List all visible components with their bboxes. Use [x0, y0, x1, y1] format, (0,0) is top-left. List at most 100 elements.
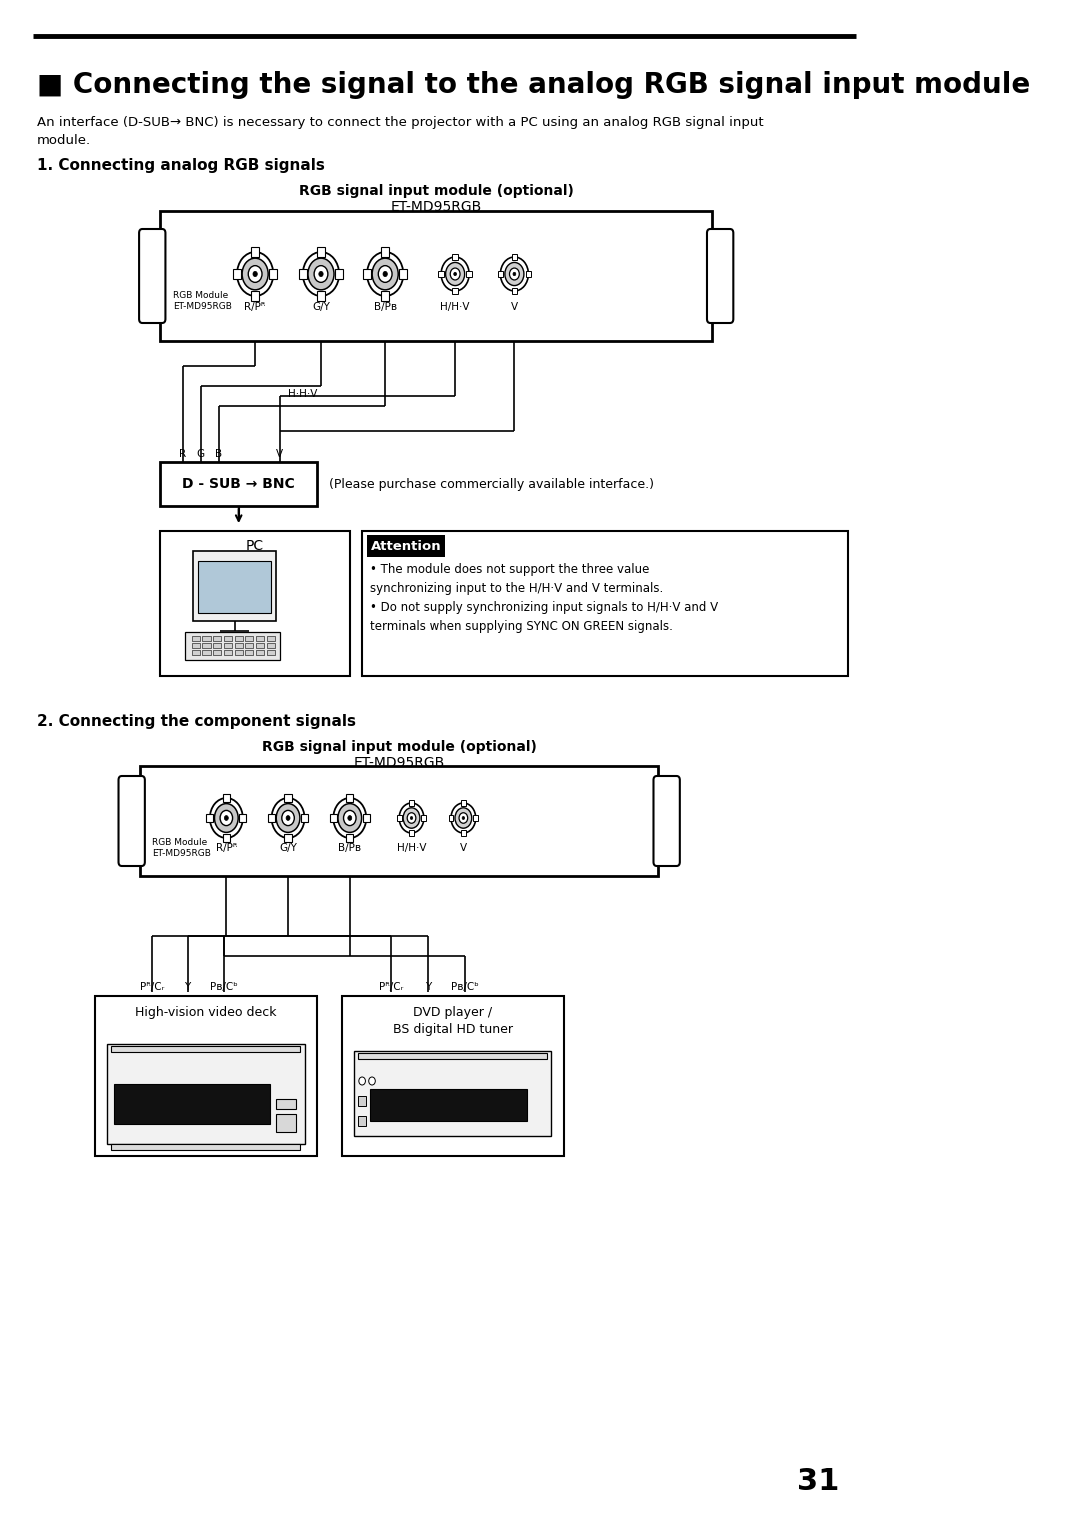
Circle shape: [210, 798, 243, 838]
Bar: [107, 1044, 305, 1144]
Circle shape: [367, 252, 403, 296]
Circle shape: [459, 813, 468, 823]
Circle shape: [359, 1077, 365, 1085]
Text: 1. Connecting analog RGB signals: 1. Connecting analog RGB signals: [37, 159, 325, 172]
Text: G/Y: G/Y: [279, 842, 297, 853]
Bar: [275, 1099, 296, 1109]
Text: RGB signal input module (optional): RGB signal input module (optional): [299, 185, 573, 198]
Bar: [512, 253, 517, 261]
Text: Y: Y: [185, 983, 191, 992]
Circle shape: [215, 804, 239, 832]
Bar: [421, 815, 427, 821]
Text: • The module does not support the three value: • The module does not support the three …: [370, 563, 650, 575]
Text: synchronizing input to the H/H·V and V terminals.: synchronizing input to the H/H·V and V t…: [370, 581, 663, 595]
Circle shape: [271, 798, 305, 838]
Bar: [335, 269, 343, 279]
Circle shape: [253, 272, 257, 276]
Bar: [192, 642, 200, 649]
Circle shape: [454, 272, 457, 276]
Text: B: B: [215, 449, 222, 459]
Circle shape: [282, 810, 295, 826]
Text: Pʙ/Cᵇ: Pʙ/Cᵇ: [451, 983, 478, 992]
Bar: [245, 636, 254, 641]
Text: High-vision video deck: High-vision video deck: [135, 1006, 276, 1019]
Circle shape: [368, 1077, 376, 1085]
Bar: [234, 650, 243, 655]
Circle shape: [276, 804, 300, 832]
Bar: [213, 642, 221, 649]
Bar: [275, 1114, 296, 1132]
Text: V: V: [276, 449, 283, 459]
Circle shape: [225, 815, 228, 821]
Text: RGB signal input module (optional): RGB signal input module (optional): [261, 740, 537, 754]
Bar: [357, 1053, 548, 1059]
Circle shape: [441, 256, 469, 291]
Text: B/Pʙ: B/Pʙ: [338, 842, 362, 853]
Circle shape: [220, 810, 232, 826]
Bar: [341, 996, 564, 1157]
Circle shape: [373, 258, 399, 290]
Bar: [233, 269, 241, 279]
Bar: [461, 800, 465, 806]
Bar: [224, 642, 232, 649]
Circle shape: [451, 803, 475, 833]
Bar: [245, 650, 254, 655]
Bar: [363, 269, 372, 279]
Text: D - SUB → BNC: D - SUB → BNC: [183, 478, 295, 491]
Bar: [202, 636, 211, 641]
Circle shape: [407, 813, 416, 823]
Text: RGB Module
ET-MD95RGB: RGB Module ET-MD95RGB: [152, 838, 211, 858]
Bar: [396, 815, 402, 821]
Bar: [354, 1051, 552, 1135]
Circle shape: [510, 269, 519, 279]
Bar: [301, 813, 308, 823]
Bar: [347, 833, 353, 842]
Bar: [252, 291, 259, 301]
Bar: [267, 642, 275, 649]
Bar: [512, 287, 517, 295]
Circle shape: [450, 269, 460, 279]
Circle shape: [410, 816, 413, 819]
Circle shape: [302, 252, 339, 296]
Bar: [363, 813, 369, 823]
Bar: [357, 1096, 366, 1106]
Bar: [256, 650, 265, 655]
Circle shape: [308, 258, 334, 290]
Circle shape: [237, 252, 273, 296]
Bar: [199, 562, 271, 613]
Text: H/H·V: H/H·V: [396, 842, 427, 853]
Circle shape: [334, 798, 366, 838]
Text: 31: 31: [797, 1466, 839, 1495]
Text: ■ Connecting the signal to the analog RGB signal input module: ■ Connecting the signal to the analog RG…: [37, 72, 1030, 99]
Bar: [161, 531, 350, 676]
Bar: [400, 269, 407, 279]
Bar: [95, 996, 316, 1157]
Text: ET-MD95RGB: ET-MD95RGB: [391, 200, 482, 214]
Text: R/Pᴿ: R/Pᴿ: [216, 842, 237, 853]
Text: terminals when supplying SYNC ON GREEN signals.: terminals when supplying SYNC ON GREEN s…: [370, 620, 673, 633]
Bar: [256, 642, 265, 649]
Text: Attention: Attention: [370, 540, 442, 552]
Bar: [318, 247, 325, 256]
Bar: [202, 650, 211, 655]
Bar: [498, 270, 503, 278]
Circle shape: [248, 266, 262, 282]
Text: H/H·V: H/H·V: [441, 302, 470, 311]
Bar: [362, 531, 848, 676]
Text: G: G: [197, 449, 205, 459]
Bar: [239, 813, 246, 823]
Text: Pʙ/Cᵇ: Pʙ/Cᵇ: [210, 983, 238, 992]
Text: RGB Module
ET-MD95RGB: RGB Module ET-MD95RGB: [173, 291, 232, 311]
Text: DVD player /
BS digital HD tuner: DVD player / BS digital HD tuner: [393, 1006, 513, 1036]
Bar: [367, 536, 445, 557]
Bar: [111, 1144, 300, 1151]
Bar: [224, 650, 232, 655]
Text: An interface (D-SUB→ BNC) is necessary to connect the projector with a PC using : An interface (D-SUB→ BNC) is necessary t…: [37, 116, 764, 146]
Bar: [206, 813, 214, 823]
Circle shape: [455, 807, 472, 829]
Bar: [299, 269, 307, 279]
Bar: [192, 636, 200, 641]
Circle shape: [513, 272, 516, 276]
Text: V: V: [511, 302, 518, 311]
FancyBboxPatch shape: [653, 777, 679, 865]
